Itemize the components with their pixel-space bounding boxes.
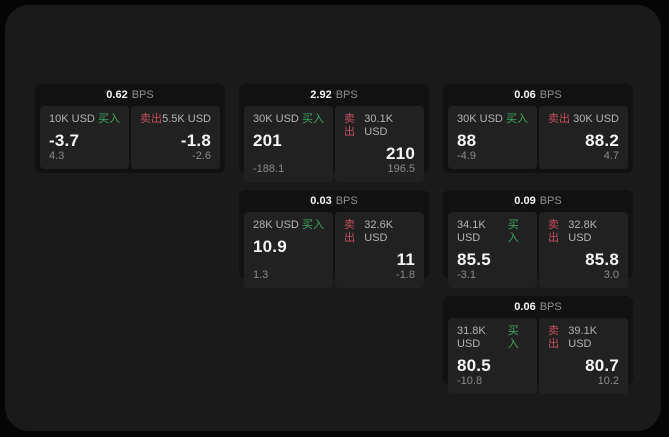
buy-quote-panel[interactable]: 30K USD 买入 201 -188.1 [244,106,333,182]
buy-price: 85.5 [457,250,491,269]
bps-value: 0.09 [514,195,536,207]
buy-reference-value: 1.3 [253,269,269,281]
buy-quote-panel[interactable]: 34.1K USD 买入 85.5 -3.1 [448,212,537,288]
bps-unit-label: BPS [539,301,562,313]
buy-notional: 30K USD [253,113,299,125]
quote-card: 2.92 BPS 30K USD 买入 201 -188.1 卖出 30.1K … [239,84,429,182]
sell-side-label: 卖出 [548,113,570,125]
sell-side-label: 卖出 [344,219,355,244]
sell-side-label: 卖出 [344,113,355,138]
sell-reference-value: 3.0 [603,269,619,281]
sell-quote-panel[interactable]: 卖出 30K USD 88.2 4.7 [539,106,628,169]
buy-price: -3.7 [49,131,80,150]
bps-header: 2.92 BPS [244,84,424,106]
buy-reference-value: -3.1 [457,269,476,281]
sell-price: 85.8 [585,250,619,269]
sell-notional: 5.5K USD [162,113,211,125]
buy-price: 10.9 [253,237,287,256]
app-panel: 0.62 BPS 10K USD 买入 -3.7 4.3 卖出 5.5K USD [5,5,661,431]
bps-value: 0.06 [514,89,536,101]
buy-notional: 30K USD [457,113,503,125]
sell-reference-value: 10.2 [597,375,619,387]
quote-panels: 28K USD 买入 10.9 1.3 卖出 32.6K USD 11 -1.8 [244,212,424,288]
sell-reference-value: 196.5 [387,163,415,175]
buy-notional: 28K USD [253,219,299,231]
buy-reference-value: 4.3 [49,150,65,162]
sell-reference-value: -2.6 [192,150,211,162]
sell-quote-panel[interactable]: 卖出 39.1K USD 80.7 10.2 [539,318,628,394]
quote-grid: 0.62 BPS 10K USD 买入 -3.7 4.3 卖出 5.5K USD [35,84,633,394]
buy-side-label: 买入 [302,113,324,125]
quote-card: 0.09 BPS 34.1K USD 买入 85.5 -3.1 卖出 32.8K… [443,190,633,288]
buy-reference-value: -4.9 [457,150,476,162]
bps-header: 0.03 BPS [244,190,424,212]
sell-quote-panel[interactable]: 卖出 5.5K USD -1.8 -2.6 [131,106,220,169]
sell-price: 88.2 [585,131,619,150]
quote-card: 0.06 BPS 31.8K USD 买入 80.5 -10.8 卖出 39.1… [443,296,633,394]
buy-reference-value: -188.1 [253,163,285,175]
sell-notional: 30K USD [573,113,619,125]
sell-quote-panel[interactable]: 卖出 30.1K USD 210 196.5 [335,106,424,182]
buy-side-label: 买入 [98,113,120,125]
bps-header: 0.09 BPS [448,190,628,212]
sell-notional: 32.6K USD [364,219,394,244]
buy-price: 88 [457,131,477,150]
buy-quote-panel[interactable]: 28K USD 买入 10.9 1.3 [244,212,333,288]
buy-side-label: 买入 [302,219,324,231]
quote-panels: 30K USD 买入 88 -4.9 卖出 30K USD 88.2 4.7 [448,106,628,169]
quote-card: 0.03 BPS 28K USD 买入 10.9 1.3 卖出 32.6K US… [239,190,429,288]
buy-quote-panel[interactable]: 10K USD 买入 -3.7 4.3 [40,106,129,169]
buy-price: 201 [253,131,282,150]
sell-quote-panel[interactable]: 卖出 32.6K USD 11 -1.8 [335,212,424,288]
buy-notional: 34.1K USD [457,219,486,244]
quote-card: 0.62 BPS 10K USD 买入 -3.7 4.3 卖出 5.5K USD [35,84,225,173]
bps-header: 0.62 BPS [40,84,220,106]
buy-side-label: 买入 [507,219,519,244]
sell-notional: 32.8K USD [568,219,598,244]
bps-header: 0.06 BPS [448,296,628,318]
bps-unit-label: BPS [131,89,154,101]
bps-value: 2.92 [310,89,332,101]
buy-side-label: 买入 [506,113,528,125]
sell-quote-panel[interactable]: 卖出 32.8K USD 85.8 3.0 [539,212,628,288]
sell-notional: 39.1K USD [568,325,598,350]
quote-panels: 10K USD 买入 -3.7 4.3 卖出 5.5K USD -1.8 -2.… [40,106,220,169]
sell-price: -1.8 [180,131,211,150]
buy-side-label: 买入 [507,325,519,350]
sell-side-label: 卖出 [548,325,559,350]
sell-side-label: 卖出 [548,219,559,244]
buy-notional: 31.8K USD [457,325,486,350]
buy-quote-panel[interactable]: 31.8K USD 买入 80.5 -10.8 [448,318,537,394]
buy-quote-panel[interactable]: 30K USD 买入 88 -4.9 [448,106,537,169]
sell-price: 210 [386,144,415,163]
bps-unit-label: BPS [539,195,562,207]
bps-unit-label: BPS [335,195,358,207]
bps-value: 0.03 [310,195,332,207]
sell-price: 11 [396,250,415,269]
quote-card: 0.06 BPS 30K USD 买入 88 -4.9 卖出 30K USD [443,84,633,173]
sell-side-label: 卖出 [140,113,162,125]
buy-price: 80.5 [457,356,491,375]
quote-panels: 30K USD 买入 201 -188.1 卖出 30.1K USD 210 1… [244,106,424,182]
quote-panels: 31.8K USD 买入 80.5 -10.8 卖出 39.1K USD 80.… [448,318,628,394]
sell-price: 80.7 [585,356,619,375]
quote-panels: 34.1K USD 买入 85.5 -3.1 卖出 32.8K USD 85.8… [448,212,628,288]
sell-notional: 30.1K USD [364,113,394,138]
bps-value: 0.06 [514,301,536,313]
bps-unit-label: BPS [539,89,562,101]
sell-reference-value: 4.7 [603,150,619,162]
bps-unit-label: BPS [335,89,358,101]
bps-header: 0.06 BPS [448,84,628,106]
buy-reference-value: -10.8 [457,375,483,387]
sell-reference-value: -1.8 [396,269,415,281]
bps-value: 0.62 [106,89,128,101]
buy-notional: 10K USD [49,113,95,125]
